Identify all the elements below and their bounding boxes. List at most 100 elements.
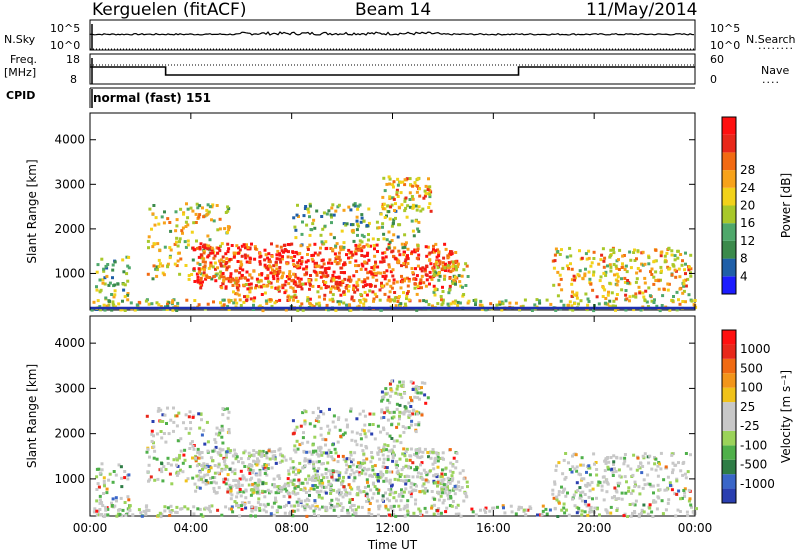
- power-cell: [248, 260, 252, 264]
- velocity-cell: [390, 470, 394, 474]
- velocity-cell: [267, 449, 271, 453]
- velocity-cell: [317, 467, 321, 471]
- power-cell: [299, 277, 303, 281]
- velocity-cell: [229, 497, 233, 501]
- power-cell: [607, 290, 610, 294]
- velocity-cell: [313, 499, 317, 503]
- velocity-cell: [302, 488, 306, 492]
- power-cell: [444, 269, 447, 272]
- velocity-cell: [340, 481, 344, 485]
- power-cell: [258, 262, 262, 266]
- power-cell: [461, 285, 464, 289]
- velocity-cell: [439, 511, 443, 515]
- power-cell: [367, 238, 370, 242]
- power-cell: [317, 285, 321, 288]
- velocity-cell: [444, 488, 448, 492]
- power-cell: [611, 304, 615, 308]
- power-cell: [453, 301, 457, 305]
- power-cell: [123, 309, 127, 312]
- velocity-cell: [145, 508, 149, 512]
- power-cell: [317, 295, 321, 299]
- velocity-cell: [587, 464, 591, 468]
- velocity-cell: [169, 463, 173, 467]
- velocity-cell: [402, 465, 406, 469]
- velocity-cell: [156, 409, 160, 413]
- power-cell: [363, 260, 367, 264]
- velocity-cell: [609, 511, 613, 515]
- velocity-cell: [216, 451, 220, 455]
- velocity-cell: [643, 483, 647, 487]
- power-cell: [222, 259, 226, 263]
- power-cell: [565, 264, 569, 268]
- power-cell: [383, 189, 387, 193]
- velocity-cell: [320, 473, 324, 477]
- velocity-cell: [315, 417, 319, 421]
- power-cell: [244, 299, 248, 303]
- velocity-cell: [191, 456, 194, 460]
- velocity-cell: [571, 454, 574, 458]
- power-cell: [681, 300, 685, 303]
- power-cell: [342, 208, 346, 212]
- power-cell: [403, 183, 407, 187]
- velocity-cell: [591, 497, 594, 501]
- power-cell: [192, 267, 196, 271]
- velocity-cell: [421, 489, 425, 493]
- velocity-cell: [332, 505, 336, 509]
- power-cell: [617, 268, 621, 271]
- power-cell: [478, 303, 482, 307]
- power-cell: [323, 283, 327, 286]
- power-cell: [413, 250, 417, 254]
- velocity-cell: [325, 508, 329, 512]
- velocity-cell: [110, 504, 114, 508]
- power-cell: [431, 304, 434, 308]
- power-cell: [418, 194, 422, 198]
- power-cell: [331, 297, 335, 301]
- power-cell: [423, 269, 427, 273]
- velocity-cell: [209, 466, 213, 470]
- velocity-cell: [444, 510, 448, 514]
- power-cell: [428, 185, 432, 189]
- velocity-cell: [522, 508, 526, 512]
- power-cell: [396, 258, 400, 262]
- velocity-cell: [648, 506, 652, 510]
- velocity-cell: [633, 485, 637, 488]
- velocity-cell: [175, 511, 179, 514]
- power-cell: [362, 302, 366, 306]
- power-cell: [294, 228, 298, 232]
- velocity-cell: [162, 465, 166, 469]
- velocity-cell: [381, 453, 385, 457]
- power-cell: [333, 252, 337, 256]
- power-cell: [634, 280, 638, 284]
- power-cell: [244, 256, 248, 260]
- power-cell: [183, 240, 187, 244]
- velocity-cell: [451, 500, 455, 503]
- power-cell: [462, 268, 466, 272]
- power-cell: [634, 295, 638, 299]
- velocity-cell: [442, 477, 446, 481]
- power-cell: [653, 259, 657, 263]
- velocity-cell: [324, 485, 328, 489]
- velocity-cell: [567, 461, 570, 465]
- velocity-cell: [606, 465, 610, 469]
- power-cell: [442, 256, 446, 260]
- velocity-cell: [447, 491, 451, 495]
- power-cell: [192, 221, 196, 225]
- velocity-cell: [269, 490, 273, 494]
- power-cell: [205, 208, 209, 212]
- velocity-cell: [222, 460, 226, 463]
- velocity-cell: [640, 471, 644, 475]
- power-cell: [265, 266, 269, 270]
- velocity-cell: [230, 507, 233, 511]
- power-cell: [301, 282, 305, 286]
- velocity-cell: [293, 504, 297, 508]
- power-ytick-label: 2000: [54, 222, 85, 236]
- power-cell: [354, 247, 358, 251]
- power-cell: [212, 219, 216, 223]
- velocity-cell: [312, 462, 315, 466]
- power-cell: [369, 244, 372, 248]
- power-cell: [334, 244, 338, 248]
- velocity-cell: [460, 486, 464, 489]
- power-cell: [379, 260, 383, 264]
- velocity-cell: [441, 481, 445, 485]
- velocity-cell: [111, 497, 115, 501]
